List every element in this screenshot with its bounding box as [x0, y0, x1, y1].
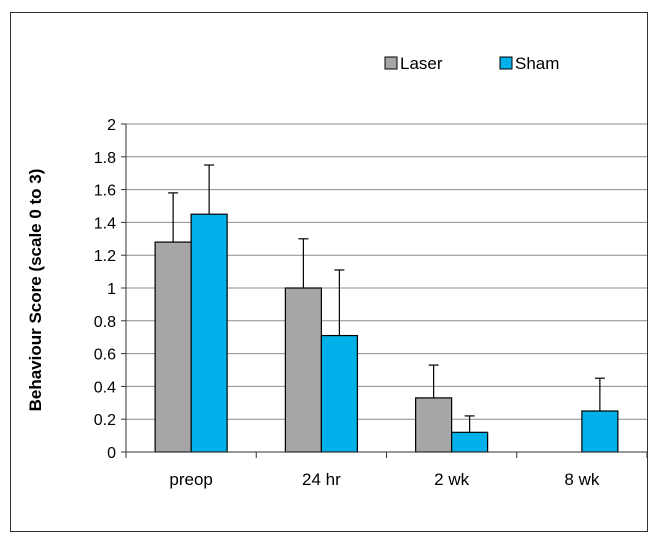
y-tick-label: 1	[107, 281, 116, 298]
y-tick-label: 0.6	[94, 347, 116, 364]
y-axis-label: Behaviour Score (scale 0 to 3)	[26, 169, 45, 412]
x-tick-label: 2 wk	[434, 470, 469, 489]
bar-laser	[154, 241, 192, 453]
legend-swatch-laser	[384, 56, 398, 70]
legend-label-laser: Laser	[400, 54, 443, 73]
y-tick-label: 0.2	[94, 412, 116, 429]
y-axis-ticks: 0 0.2 0.4 0.6 0.8 1 1.2 1.4 1.6 1.8 2	[94, 117, 126, 462]
bar-sham	[451, 431, 489, 453]
bars	[154, 164, 619, 453]
bar-laser	[284, 287, 322, 453]
y-tick-label: 2	[107, 117, 116, 134]
y-tick-label: 1.6	[94, 183, 116, 200]
y-tick-label: 1.4	[94, 215, 116, 232]
legend: Laser Sham	[384, 54, 559, 73]
x-tick-label: preop	[169, 470, 212, 489]
x-tick-label: 8 wk	[564, 470, 599, 489]
y-tick-label: 0.8	[94, 314, 116, 331]
bar-sham	[190, 213, 228, 453]
x-axis: preop 24 hr 2 wk 8 wk	[125, 124, 648, 489]
bar-sham	[320, 334, 358, 453]
legend-label-sham: Sham	[515, 54, 559, 73]
y-tick-label: 1.2	[94, 248, 116, 265]
bar-laser	[415, 397, 453, 453]
x-tick-label: 24 hr	[302, 470, 341, 489]
y-tick-label: 0.4	[94, 379, 116, 396]
y-tick-label: 1.8	[94, 150, 116, 167]
y-tick-label: 0	[107, 445, 116, 462]
legend-swatch-sham	[499, 56, 513, 70]
bar-sham	[581, 410, 619, 453]
